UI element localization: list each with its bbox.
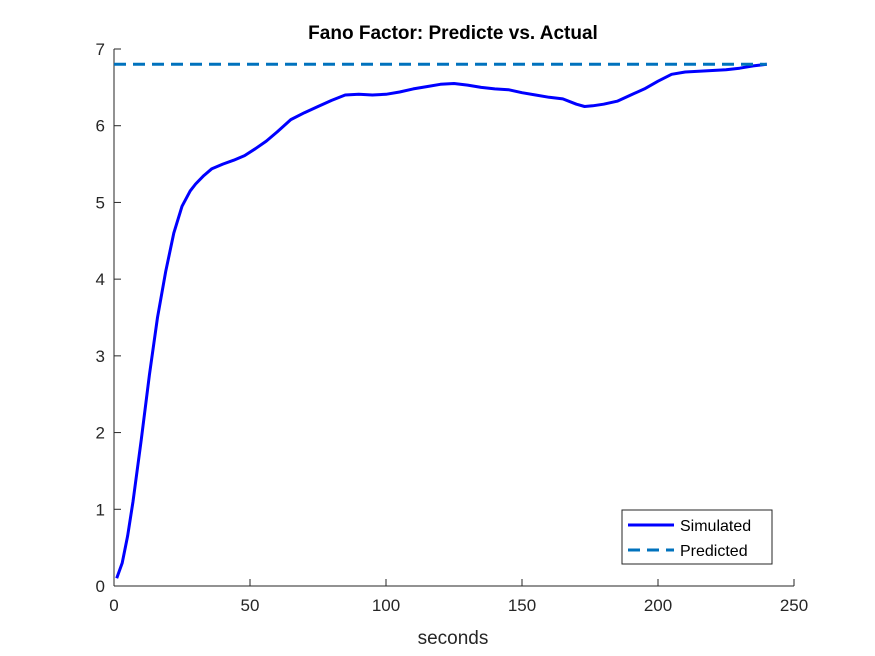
series-layer — [114, 62, 767, 579]
y-tick-label: 1 — [96, 500, 105, 519]
y-tick-label: 4 — [96, 270, 105, 289]
x-tick-label: 150 — [508, 596, 536, 615]
x-tick-label: 200 — [644, 596, 672, 615]
x-tick-label: 250 — [780, 596, 808, 615]
legend-label-predicted: Predicted — [680, 543, 748, 560]
x-tick-label: 100 — [372, 596, 400, 615]
axes: 0 50 100 150 200 250 0 1 2 3 4 5 6 7 — [96, 40, 809, 615]
x-axis-label: seconds — [418, 628, 489, 649]
y-tick-label: 2 — [96, 424, 105, 443]
y-tick-label: 6 — [96, 117, 105, 136]
x-tick-label: 0 — [109, 596, 118, 615]
y-tick-label: 7 — [96, 40, 105, 59]
legend-label-simulated: Simulated — [680, 518, 751, 535]
y-tick-label: 5 — [96, 193, 105, 212]
legend: Simulated Predicted — [621, 509, 773, 565]
y-tick-label: 3 — [96, 347, 105, 366]
series-line-simulated — [115, 62, 767, 579]
legend-box — [621, 509, 773, 565]
x-tick-label: 50 — [241, 596, 260, 615]
chart-title: Fano Factor: Predicte vs. Actual — [308, 23, 598, 44]
y-tick-label: 0 — [96, 577, 105, 596]
